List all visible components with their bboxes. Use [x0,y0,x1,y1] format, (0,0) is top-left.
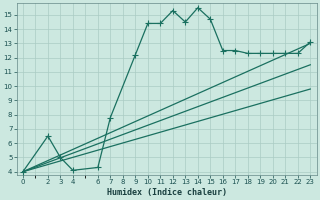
X-axis label: Humidex (Indice chaleur): Humidex (Indice chaleur) [107,188,227,197]
